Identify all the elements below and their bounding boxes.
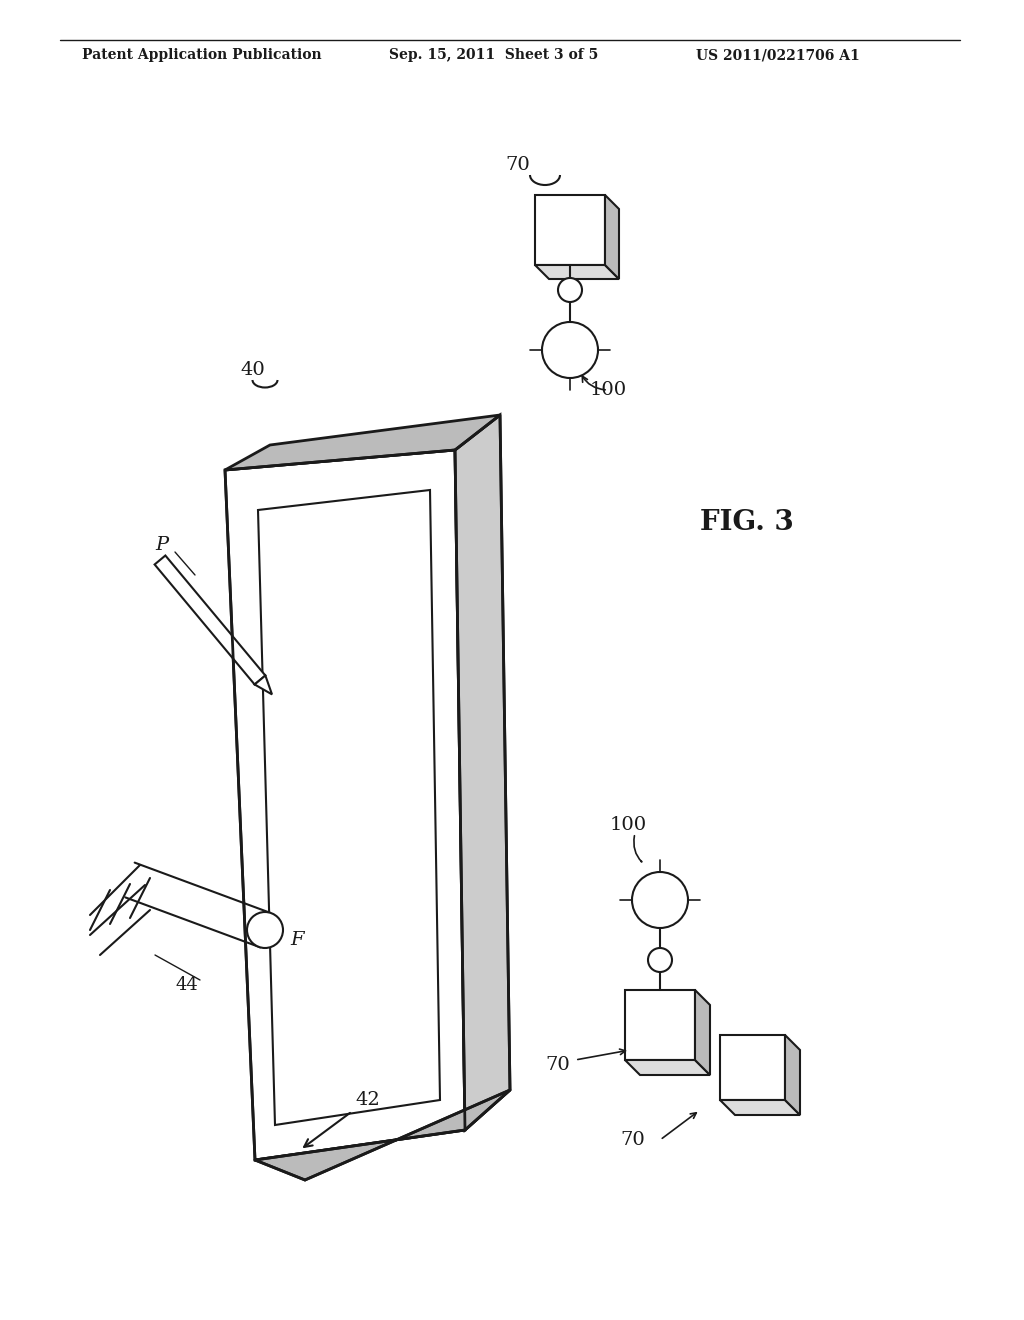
Polygon shape (605, 195, 618, 279)
Circle shape (632, 873, 688, 928)
Polygon shape (535, 195, 605, 265)
Polygon shape (225, 414, 500, 470)
Text: 70: 70 (620, 1131, 645, 1148)
Polygon shape (720, 1100, 800, 1115)
Polygon shape (720, 1035, 785, 1100)
Text: 44: 44 (175, 975, 198, 994)
Polygon shape (258, 490, 440, 1125)
Text: US 2011/0221706 A1: US 2011/0221706 A1 (696, 49, 860, 62)
Text: 42: 42 (304, 1092, 380, 1147)
Text: 100: 100 (590, 381, 627, 399)
Circle shape (648, 948, 672, 972)
Text: P: P (155, 536, 168, 554)
Text: Patent Application Publication: Patent Application Publication (82, 49, 322, 62)
Polygon shape (695, 990, 710, 1074)
Text: 70: 70 (545, 1056, 569, 1074)
Polygon shape (255, 1090, 510, 1180)
Circle shape (542, 322, 598, 378)
Polygon shape (225, 450, 465, 1160)
Polygon shape (535, 265, 618, 279)
Polygon shape (455, 414, 510, 1130)
Text: 70: 70 (505, 156, 529, 174)
Polygon shape (255, 676, 272, 694)
Polygon shape (785, 1035, 800, 1115)
Circle shape (247, 912, 283, 948)
Circle shape (558, 279, 582, 302)
Text: FIG. 3: FIG. 3 (700, 510, 794, 536)
Text: Sep. 15, 2011  Sheet 3 of 5: Sep. 15, 2011 Sheet 3 of 5 (389, 49, 598, 62)
Text: 100: 100 (610, 816, 647, 834)
Polygon shape (155, 556, 265, 685)
Text: 40: 40 (240, 360, 265, 379)
Text: F: F (290, 931, 303, 949)
Polygon shape (625, 990, 695, 1060)
Polygon shape (625, 1060, 710, 1074)
FancyArrowPatch shape (634, 836, 642, 862)
